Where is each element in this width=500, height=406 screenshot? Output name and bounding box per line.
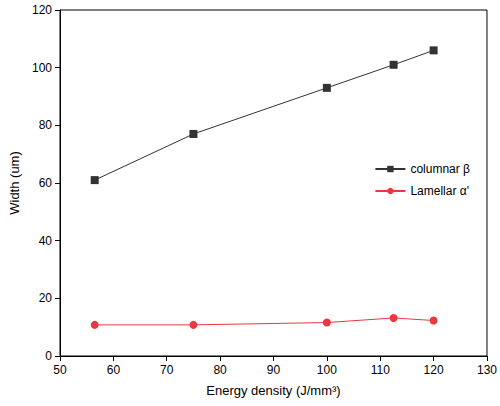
svg-text:20: 20 — [39, 291, 53, 305]
svg-text:130: 130 — [477, 363, 497, 377]
svg-text:120: 120 — [32, 3, 52, 17]
svg-text:50: 50 — [53, 363, 67, 377]
svg-text:60: 60 — [107, 363, 121, 377]
svg-text:Lamellar α': Lamellar α' — [410, 184, 469, 198]
svg-text:Width (um): Width (um) — [7, 151, 22, 215]
svg-text:70: 70 — [160, 363, 174, 377]
svg-text:100: 100 — [317, 363, 337, 377]
svg-text:100: 100 — [32, 61, 52, 75]
svg-text:60: 60 — [39, 176, 53, 190]
svg-text:120: 120 — [424, 363, 444, 377]
svg-text:80: 80 — [39, 118, 53, 132]
svg-text:90: 90 — [267, 363, 281, 377]
svg-text:110: 110 — [371, 363, 390, 377]
svg-text:columnar β: columnar β — [410, 162, 470, 176]
svg-text:80: 80 — [213, 363, 227, 377]
svg-text:40: 40 — [39, 234, 53, 248]
svg-text:0: 0 — [45, 349, 52, 363]
svg-text:Energy density (J/mm³): Energy density (J/mm³) — [206, 383, 340, 398]
